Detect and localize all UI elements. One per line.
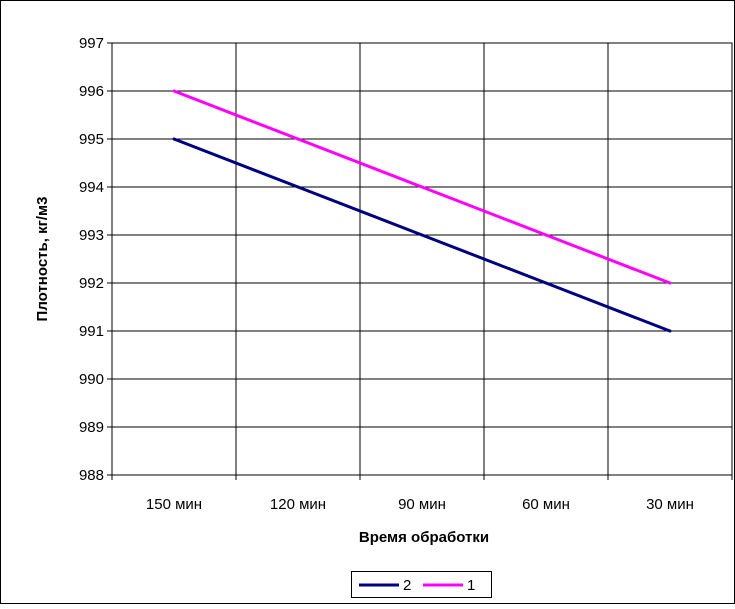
series-layer: [172, 89, 672, 333]
data-point-series-1: [668, 281, 672, 285]
data-point-series-2: [668, 329, 672, 333]
legend-label-series-1: 1: [467, 577, 475, 594]
legend-label-series-2: 2: [403, 577, 411, 594]
data-point-series-2: [296, 185, 300, 189]
x-tick-label: 150 мин: [146, 496, 202, 513]
y-tick-label: 997: [79, 35, 104, 52]
plot-area: [111, 42, 733, 476]
y-tick-label: 995: [79, 131, 104, 148]
data-point-series-2: [544, 281, 548, 285]
y-tick-label: 990: [79, 371, 104, 388]
data-point-series-1: [296, 137, 300, 141]
y-tick-label: 992: [79, 275, 104, 292]
y-tick-label: 988: [79, 467, 104, 484]
y-tick-label: 996: [79, 83, 104, 100]
legend-box: [351, 571, 492, 598]
legend: 2 1: [351, 571, 492, 598]
y-tick-label: 994: [79, 179, 104, 196]
grid-layer: [111, 42, 733, 476]
data-point-series-1: [544, 233, 548, 237]
axis-layer: 988 989 990 991 992 993 994 995 996 997 150 мин 120…: [79, 35, 733, 513]
y-tick-label: 991: [79, 323, 104, 340]
y-axis-title: Плотность, кг/м3: [34, 197, 51, 322]
x-tick-label: 90 мин: [398, 496, 446, 513]
x-tick-label: 120 мин: [270, 496, 326, 513]
data-point-series-2: [420, 233, 424, 237]
x-axis-title: Время обработки: [359, 529, 489, 546]
x-tick-label: 60 мин: [522, 496, 570, 513]
data-point-series-1: [172, 89, 176, 93]
data-point-series-1: [420, 185, 424, 189]
y-tick-label: 993: [79, 227, 104, 244]
x-tick-label: 30 мин: [646, 496, 694, 513]
y-tick-label: 989: [79, 419, 104, 436]
data-point-series-2: [172, 137, 176, 141]
